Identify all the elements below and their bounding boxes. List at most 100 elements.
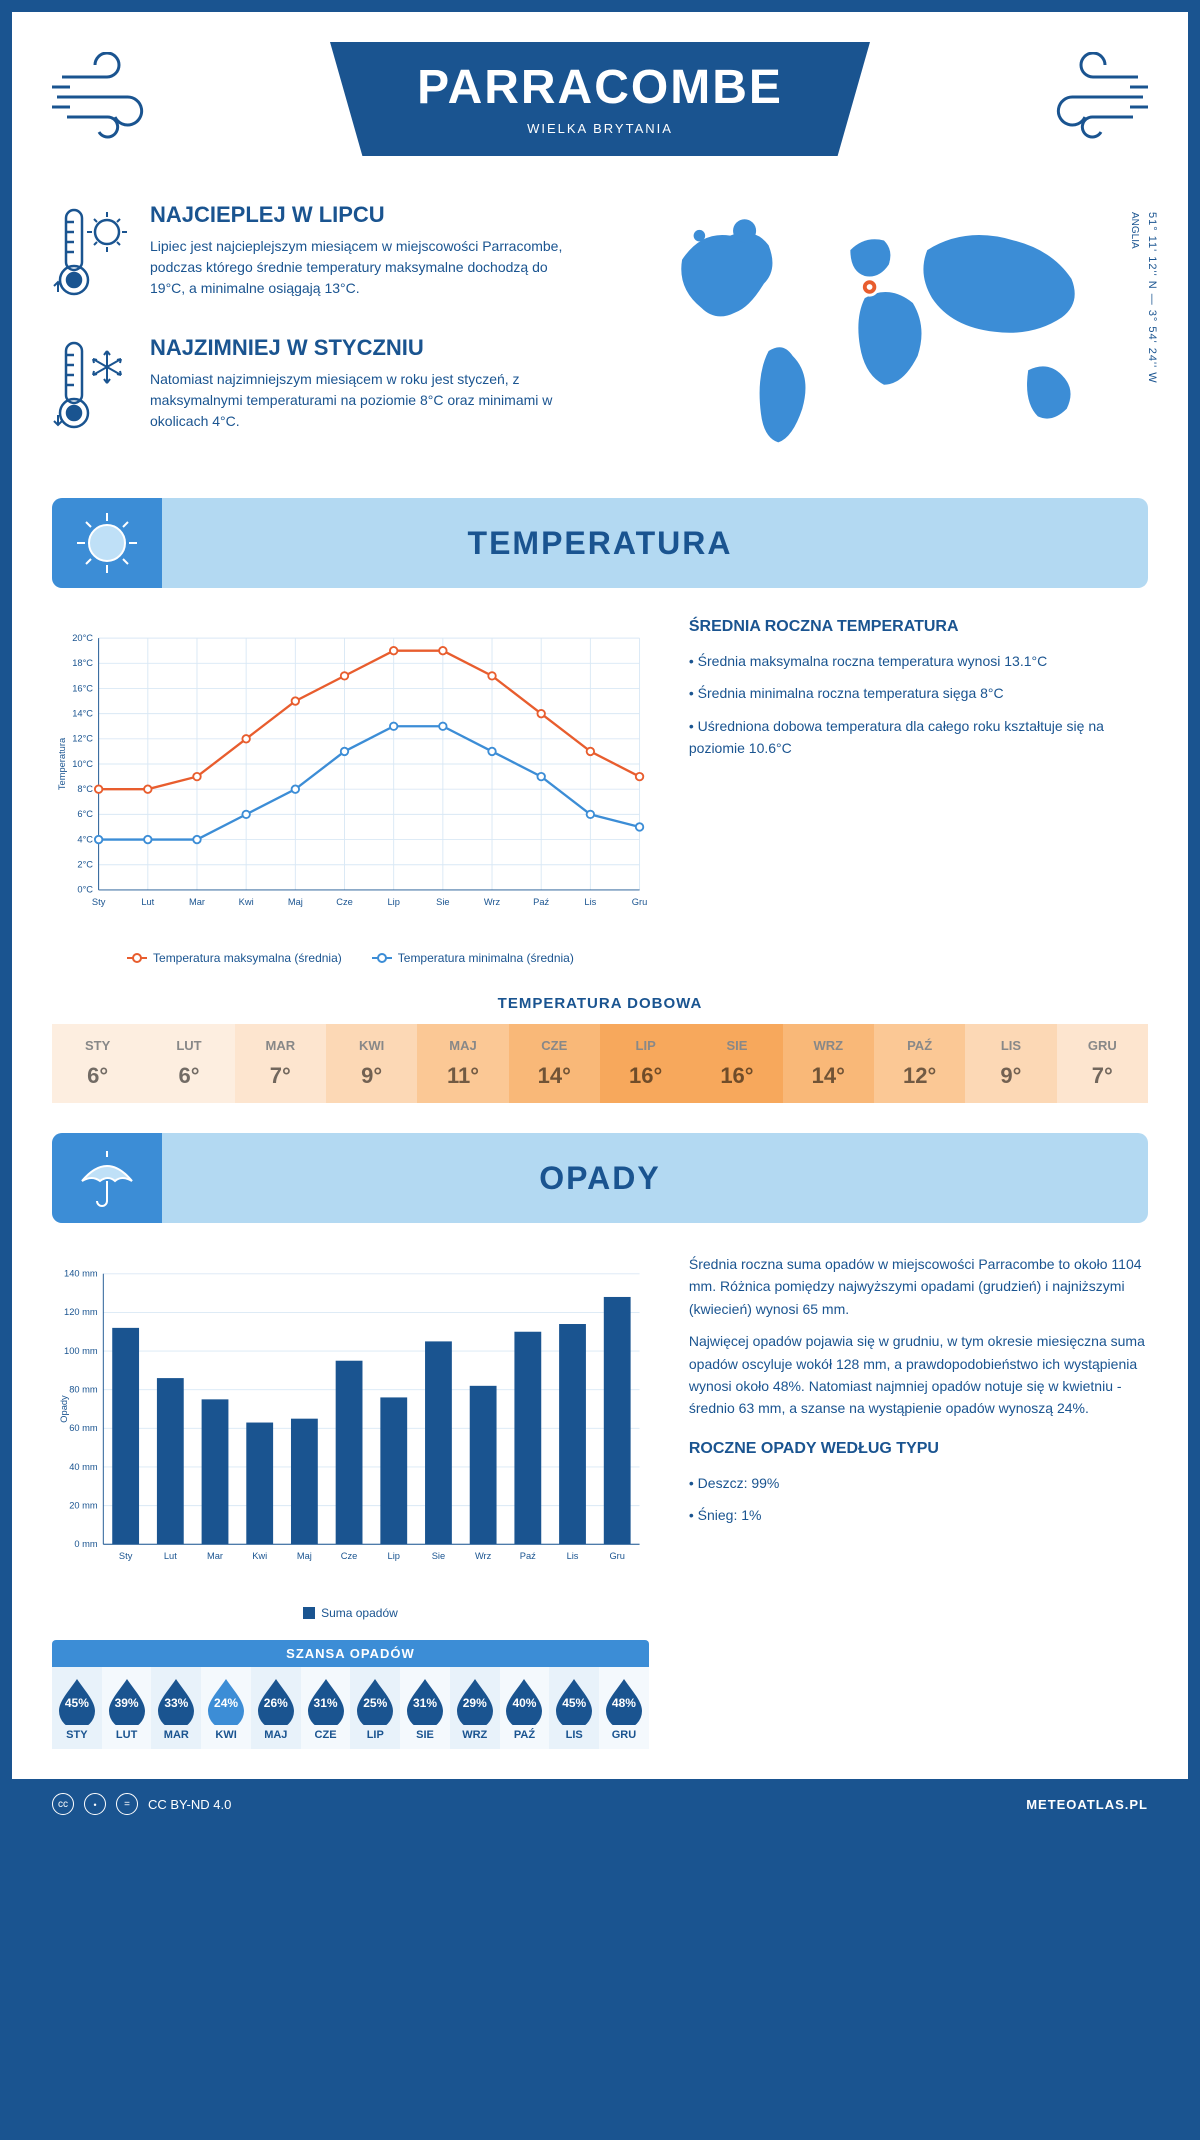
cc-icon: cc bbox=[52, 1793, 74, 1815]
nd-icon: = bbox=[116, 1793, 138, 1815]
svg-text:Lis: Lis bbox=[584, 897, 596, 907]
license-textók: CC BY-ND 4.0 bbox=[148, 1797, 231, 1812]
svg-text:18°C: 18°C bbox=[72, 658, 93, 668]
svg-text:Paź: Paź bbox=[533, 897, 549, 907]
svg-text:Paź: Paź bbox=[520, 1551, 536, 1561]
svg-text:Sie: Sie bbox=[432, 1551, 445, 1561]
svg-text:Cze: Cze bbox=[341, 1551, 358, 1561]
temperature-chart: 0°C2°C4°C6°C8°C10°C12°C14°C16°C18°C20°CS… bbox=[52, 618, 649, 938]
rain-chance-cell: 45%LIS bbox=[549, 1667, 599, 1749]
svg-text:60 mm: 60 mm bbox=[69, 1423, 98, 1433]
world-map bbox=[620, 202, 1148, 452]
title-banner: PARRACOMBE WIELKA BRYTANIA bbox=[330, 42, 870, 156]
rain-chance-title: SZANSA OPADÓW bbox=[52, 1640, 649, 1667]
intro-section: NAJCIEPLEJ W LIPCU Lipiec jest najcieple… bbox=[52, 202, 1148, 468]
svg-text:14°C: 14°C bbox=[72, 708, 93, 718]
daily-temp-cell: LIP16° bbox=[600, 1024, 691, 1103]
rain-chart: 0 mm20 mm40 mm60 mm80 mm100 mm120 mm140 … bbox=[52, 1253, 649, 1593]
svg-text:100 mm: 100 mm bbox=[64, 1346, 98, 1356]
footer: cc 🞄 = CC BY-ND 4.0 METEOATLAS.PL bbox=[12, 1779, 1188, 1829]
sun-icon bbox=[52, 498, 162, 588]
rain-chance-cell: 39%LUT bbox=[102, 1667, 152, 1749]
daily-temp-cell: CZE14° bbox=[509, 1024, 600, 1103]
header: PARRACOMBE WIELKA BRYTANIA bbox=[52, 42, 1148, 182]
svg-text:Sty: Sty bbox=[92, 897, 106, 907]
page-subtitle: WIELKA BRYTANIA bbox=[330, 121, 870, 136]
rain-chance-cell: 24%KWI bbox=[201, 1667, 251, 1749]
svg-text:Sty: Sty bbox=[119, 1551, 133, 1561]
coldest-body: Natomiast najzimniejszym miesiącem w rok… bbox=[150, 369, 580, 432]
legend-max: Temperatura maksymalna (średnia) bbox=[153, 951, 342, 965]
warmest-body: Lipiec jest najcieplejszym miesiącem w m… bbox=[150, 236, 580, 299]
svg-text:6°C: 6°C bbox=[77, 809, 93, 819]
rain-banner: OPADY bbox=[52, 1133, 1148, 1223]
rain-type-bullets: • Deszcz: 99%• Śnieg: 1% bbox=[689, 1472, 1148, 1527]
svg-text:Wrz: Wrz bbox=[475, 1551, 492, 1561]
daily-temp-cell: PAŹ12° bbox=[874, 1024, 965, 1103]
svg-text:Lis: Lis bbox=[567, 1551, 579, 1561]
svg-text:16°C: 16°C bbox=[72, 683, 93, 693]
rain-chance-cell: 29%WRZ bbox=[450, 1667, 500, 1749]
rain-chance-cell: 48%GRU bbox=[599, 1667, 649, 1749]
svg-text:2°C: 2°C bbox=[77, 860, 93, 870]
svg-text:20 mm: 20 mm bbox=[69, 1500, 98, 1510]
coldest-title: NAJZIMNIEJ W STYCZNIU bbox=[150, 335, 580, 361]
wind-icon bbox=[1028, 52, 1148, 142]
svg-text:Sie: Sie bbox=[436, 897, 449, 907]
legend-min: Temperatura minimalna (średnia) bbox=[398, 951, 574, 965]
svg-text:Mar: Mar bbox=[207, 1551, 223, 1561]
temperature-legend: Temperatura maksymalna (średnia) Tempera… bbox=[52, 951, 649, 965]
svg-text:Lip: Lip bbox=[388, 1551, 400, 1561]
region-label: ANGLIA bbox=[1129, 212, 1140, 249]
svg-text:Mar: Mar bbox=[189, 897, 205, 907]
daily-temp-cell: STY6° bbox=[52, 1024, 143, 1103]
daily-temp-cell: MAJ11° bbox=[417, 1024, 508, 1103]
temperature-banner: TEMPERATURA bbox=[52, 498, 1148, 588]
svg-text:Kwi: Kwi bbox=[252, 1551, 267, 1561]
rain-chance-cell: 40%PAŹ bbox=[500, 1667, 550, 1749]
svg-text:10°C: 10°C bbox=[72, 759, 93, 769]
coordinates: 51° 11' 12'' N — 3° 54' 24'' W bbox=[1146, 212, 1158, 384]
svg-text:Kwi: Kwi bbox=[239, 897, 254, 907]
svg-text:Lip: Lip bbox=[387, 897, 399, 907]
rain-chance-cell: 45%STY bbox=[52, 1667, 102, 1749]
daily-temp-cell: LUT6° bbox=[143, 1024, 234, 1103]
avg-temp-title: ŚREDNIA ROCZNA TEMPERATURA bbox=[689, 618, 1148, 636]
rain-chance-cell: 31%SIE bbox=[400, 1667, 450, 1749]
svg-text:Wrz: Wrz bbox=[484, 897, 501, 907]
svg-text:140 mm: 140 mm bbox=[64, 1269, 98, 1279]
rain-type-title: ROCZNE OPADY WEDŁUG TYPU bbox=[689, 1440, 1148, 1458]
site-name: METEOATLAS.PL bbox=[1026, 1797, 1148, 1812]
temperature-area: 0°C2°C4°C6°C8°C10°C12°C14°C16°C18°C20°CS… bbox=[52, 618, 1148, 965]
rain-chance-box: SZANSA OPADÓW 45%STY39%LUT33%MAR24%KWI26… bbox=[52, 1640, 649, 1749]
rain-title: OPADY bbox=[539, 1160, 660, 1197]
rain-legend: Suma opadów bbox=[321, 1606, 398, 1620]
svg-text:4°C: 4°C bbox=[77, 834, 93, 844]
svg-text:Opady: Opady bbox=[59, 1395, 69, 1423]
coldest-fact: NAJZIMNIEJ W STYCZNIU Natomiast najzimni… bbox=[52, 335, 580, 440]
svg-text:20°C: 20°C bbox=[72, 633, 93, 643]
svg-text:120 mm: 120 mm bbox=[64, 1307, 98, 1317]
umbrella-icon bbox=[52, 1133, 162, 1223]
rain-chance-cell: 33%MAR bbox=[151, 1667, 201, 1749]
thermometer-snow-icon bbox=[52, 335, 132, 440]
page: PARRACOMBE WIELKA BRYTANIA bbox=[0, 0, 1200, 1841]
daily-temp-cell: MAR7° bbox=[235, 1024, 326, 1103]
daily-temp-cell: SIE16° bbox=[691, 1024, 782, 1103]
svg-text:Gru: Gru bbox=[609, 1551, 625, 1561]
svg-text:Cze: Cze bbox=[336, 897, 353, 907]
daily-temp-row: STY6°LUT6°MAR7°KWI9°MAJ11°CZE14°LIP16°SI… bbox=[52, 1024, 1148, 1103]
svg-text:40 mm: 40 mm bbox=[69, 1462, 98, 1472]
warmest-fact: NAJCIEPLEJ W LIPCU Lipiec jest najcieple… bbox=[52, 202, 580, 307]
svg-text:Maj: Maj bbox=[297, 1551, 312, 1561]
thermometer-sun-icon bbox=[52, 202, 132, 307]
svg-text:Maj: Maj bbox=[288, 897, 303, 907]
svg-text:0 mm: 0 mm bbox=[74, 1539, 98, 1549]
rain-area: 0 mm20 mm40 mm60 mm80 mm100 mm120 mm140 … bbox=[52, 1253, 1148, 1749]
page-title: PARRACOMBE bbox=[330, 60, 870, 115]
daily-temp-cell: LIS9° bbox=[965, 1024, 1056, 1103]
warmest-title: NAJCIEPLEJ W LIPCU bbox=[150, 202, 580, 228]
rain-chance-cell: 26%MAJ bbox=[251, 1667, 301, 1749]
daily-temp-cell: GRU7° bbox=[1057, 1024, 1148, 1103]
rain-chance-cell: 31%CZE bbox=[301, 1667, 351, 1749]
